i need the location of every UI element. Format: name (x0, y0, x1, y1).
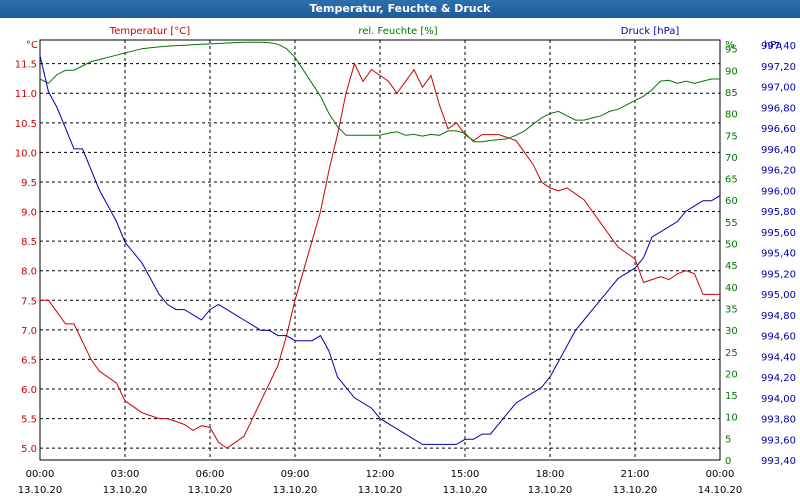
pressure-tick-label: 994,80 (761, 311, 796, 322)
humidity-tick-label: 85 (725, 88, 738, 99)
humidity-tick-label: 65 (725, 175, 738, 186)
humidity-tick-label: 35 (725, 304, 738, 315)
temperature-tick-label: 8.0 (21, 267, 37, 278)
pressure-series-line (39, 55, 721, 445)
x-tick-date: 13.10.20 (613, 485, 658, 496)
pressure-tick-label: 995,20 (761, 269, 796, 280)
humidity-tick-label: 75 (725, 131, 738, 142)
pressure-tick-label: 995,00 (761, 290, 796, 301)
temperature-tick-label: 10.5 (15, 119, 37, 130)
tick-labels: 00:00 13.10.20 03:00 13.10.20 06:00 13.10.20 0… (15, 41, 796, 496)
x-tick-time: 09:00 (281, 469, 310, 480)
pressure-tick-label: 997,20 (761, 62, 796, 73)
pressure-axis-label: Druck [hPa] (621, 26, 680, 37)
pressure-tick-label: 995,40 (761, 249, 796, 260)
x-tick-date: 13.10.20 (188, 485, 233, 496)
temperature-tick-label: 8.5 (21, 237, 37, 248)
temperature-tick-label: 9.0 (21, 208, 37, 219)
humidity-tick-label: 50 (725, 240, 738, 251)
temperature-tick-label: 6.0 (21, 385, 37, 396)
x-tick-time: 18:00 (536, 469, 565, 480)
pressure-tick-label: 997,00 (761, 83, 796, 94)
temperature-tick-label: 7.0 (21, 326, 37, 337)
humidity-tick-label: 95 (725, 45, 738, 56)
window-title: Temperatur, Feuchte & Druck (0, 0, 800, 18)
pressure-tick-label: 996,20 (761, 166, 796, 177)
humidity-tick-label: 20 (725, 369, 738, 380)
humidity-tick-label: 25 (725, 348, 738, 359)
temperature-series-line (40, 62, 720, 449)
x-tick-date: 13.10.20 (18, 485, 63, 496)
pressure-tick-label: 996,80 (761, 103, 796, 114)
x-tick-date: 13.10.20 (528, 485, 573, 496)
pressure-tick-label: 993,80 (761, 415, 796, 426)
humidity-tick-label: 5 (725, 434, 731, 445)
x-tick-date: 13.10.20 (358, 485, 403, 496)
temperature-axis-label: Temperatur [°C] (109, 26, 190, 37)
temperature-tick-label: 11.5 (15, 60, 37, 71)
humidity-tick-label: 0 (725, 456, 731, 467)
pressure-tick-label: 996,60 (761, 124, 796, 135)
humidity-tick-label: 30 (725, 326, 738, 337)
temperature-tick-label: 9.5 (21, 178, 37, 189)
humidity-tick-label: 10 (725, 413, 738, 424)
humidity-tick-label: 45 (725, 261, 738, 272)
humidity-tick-label: 55 (725, 218, 738, 229)
x-tick-time: 03:00 (111, 469, 140, 480)
x-tick-time: 12:00 (366, 469, 395, 480)
humidity-tick-label: 80 (725, 110, 738, 121)
x-tick-time: 00:00 (26, 469, 55, 480)
temperature-unit-label: °C (26, 40, 38, 51)
series-lines (39, 41, 721, 449)
pressure-unit-label: hPa (764, 40, 782, 51)
humidity-tick-label: 15 (725, 391, 738, 402)
x-tick-date: 13.10.20 (443, 485, 488, 496)
pressure-tick-label: 993,40 (761, 456, 796, 467)
pressure-tick-label: 994,20 (761, 373, 796, 384)
humidity-series-line (39, 41, 720, 143)
temperature-tick-label: 7.5 (21, 296, 37, 307)
pressure-tick-label: 994,60 (761, 332, 796, 343)
temperature-tick-label: 10.0 (15, 148, 37, 159)
humidity-tick-label: 40 (725, 283, 738, 294)
x-tick-date: 13.10.20 (273, 485, 318, 496)
pressure-tick-label: 995,80 (761, 207, 796, 218)
x-tick-time: 00:00 (706, 469, 735, 480)
temperature-tick-label: 5.0 (21, 444, 37, 455)
x-tick-time: 21:00 (621, 469, 650, 480)
x-tick-time: 06:00 (196, 469, 225, 480)
humidity-tick-label: 70 (725, 153, 738, 164)
x-tick-date: 13.10.20 (103, 485, 148, 496)
humidity-tick-label: 60 (725, 196, 738, 207)
pressure-tick-label: 994,40 (761, 352, 796, 363)
pressure-tick-label: 996,00 (761, 186, 796, 197)
temperature-tick-label: 6.5 (21, 355, 37, 366)
humidity-tick-label: 90 (725, 66, 738, 77)
x-tick-date: 14.10.20 (698, 485, 743, 496)
pressure-tick-label: 995,60 (761, 228, 796, 239)
pressure-tick-label: 994,00 (761, 394, 796, 405)
pressure-tick-label: 996,40 (761, 145, 796, 156)
temperature-tick-label: 11.0 (15, 89, 37, 100)
x-tick-time: 15:00 (451, 469, 480, 480)
temperature-tick-label: 5.5 (21, 415, 37, 426)
pressure-tick-label: 997,40 (761, 41, 796, 52)
humidity-unit-label: % (725, 40, 735, 51)
grid (40, 40, 720, 460)
pressure-tick-label: 993,60 (761, 435, 796, 446)
humidity-axis-label: rel. Feuchte [%] (358, 26, 437, 37)
